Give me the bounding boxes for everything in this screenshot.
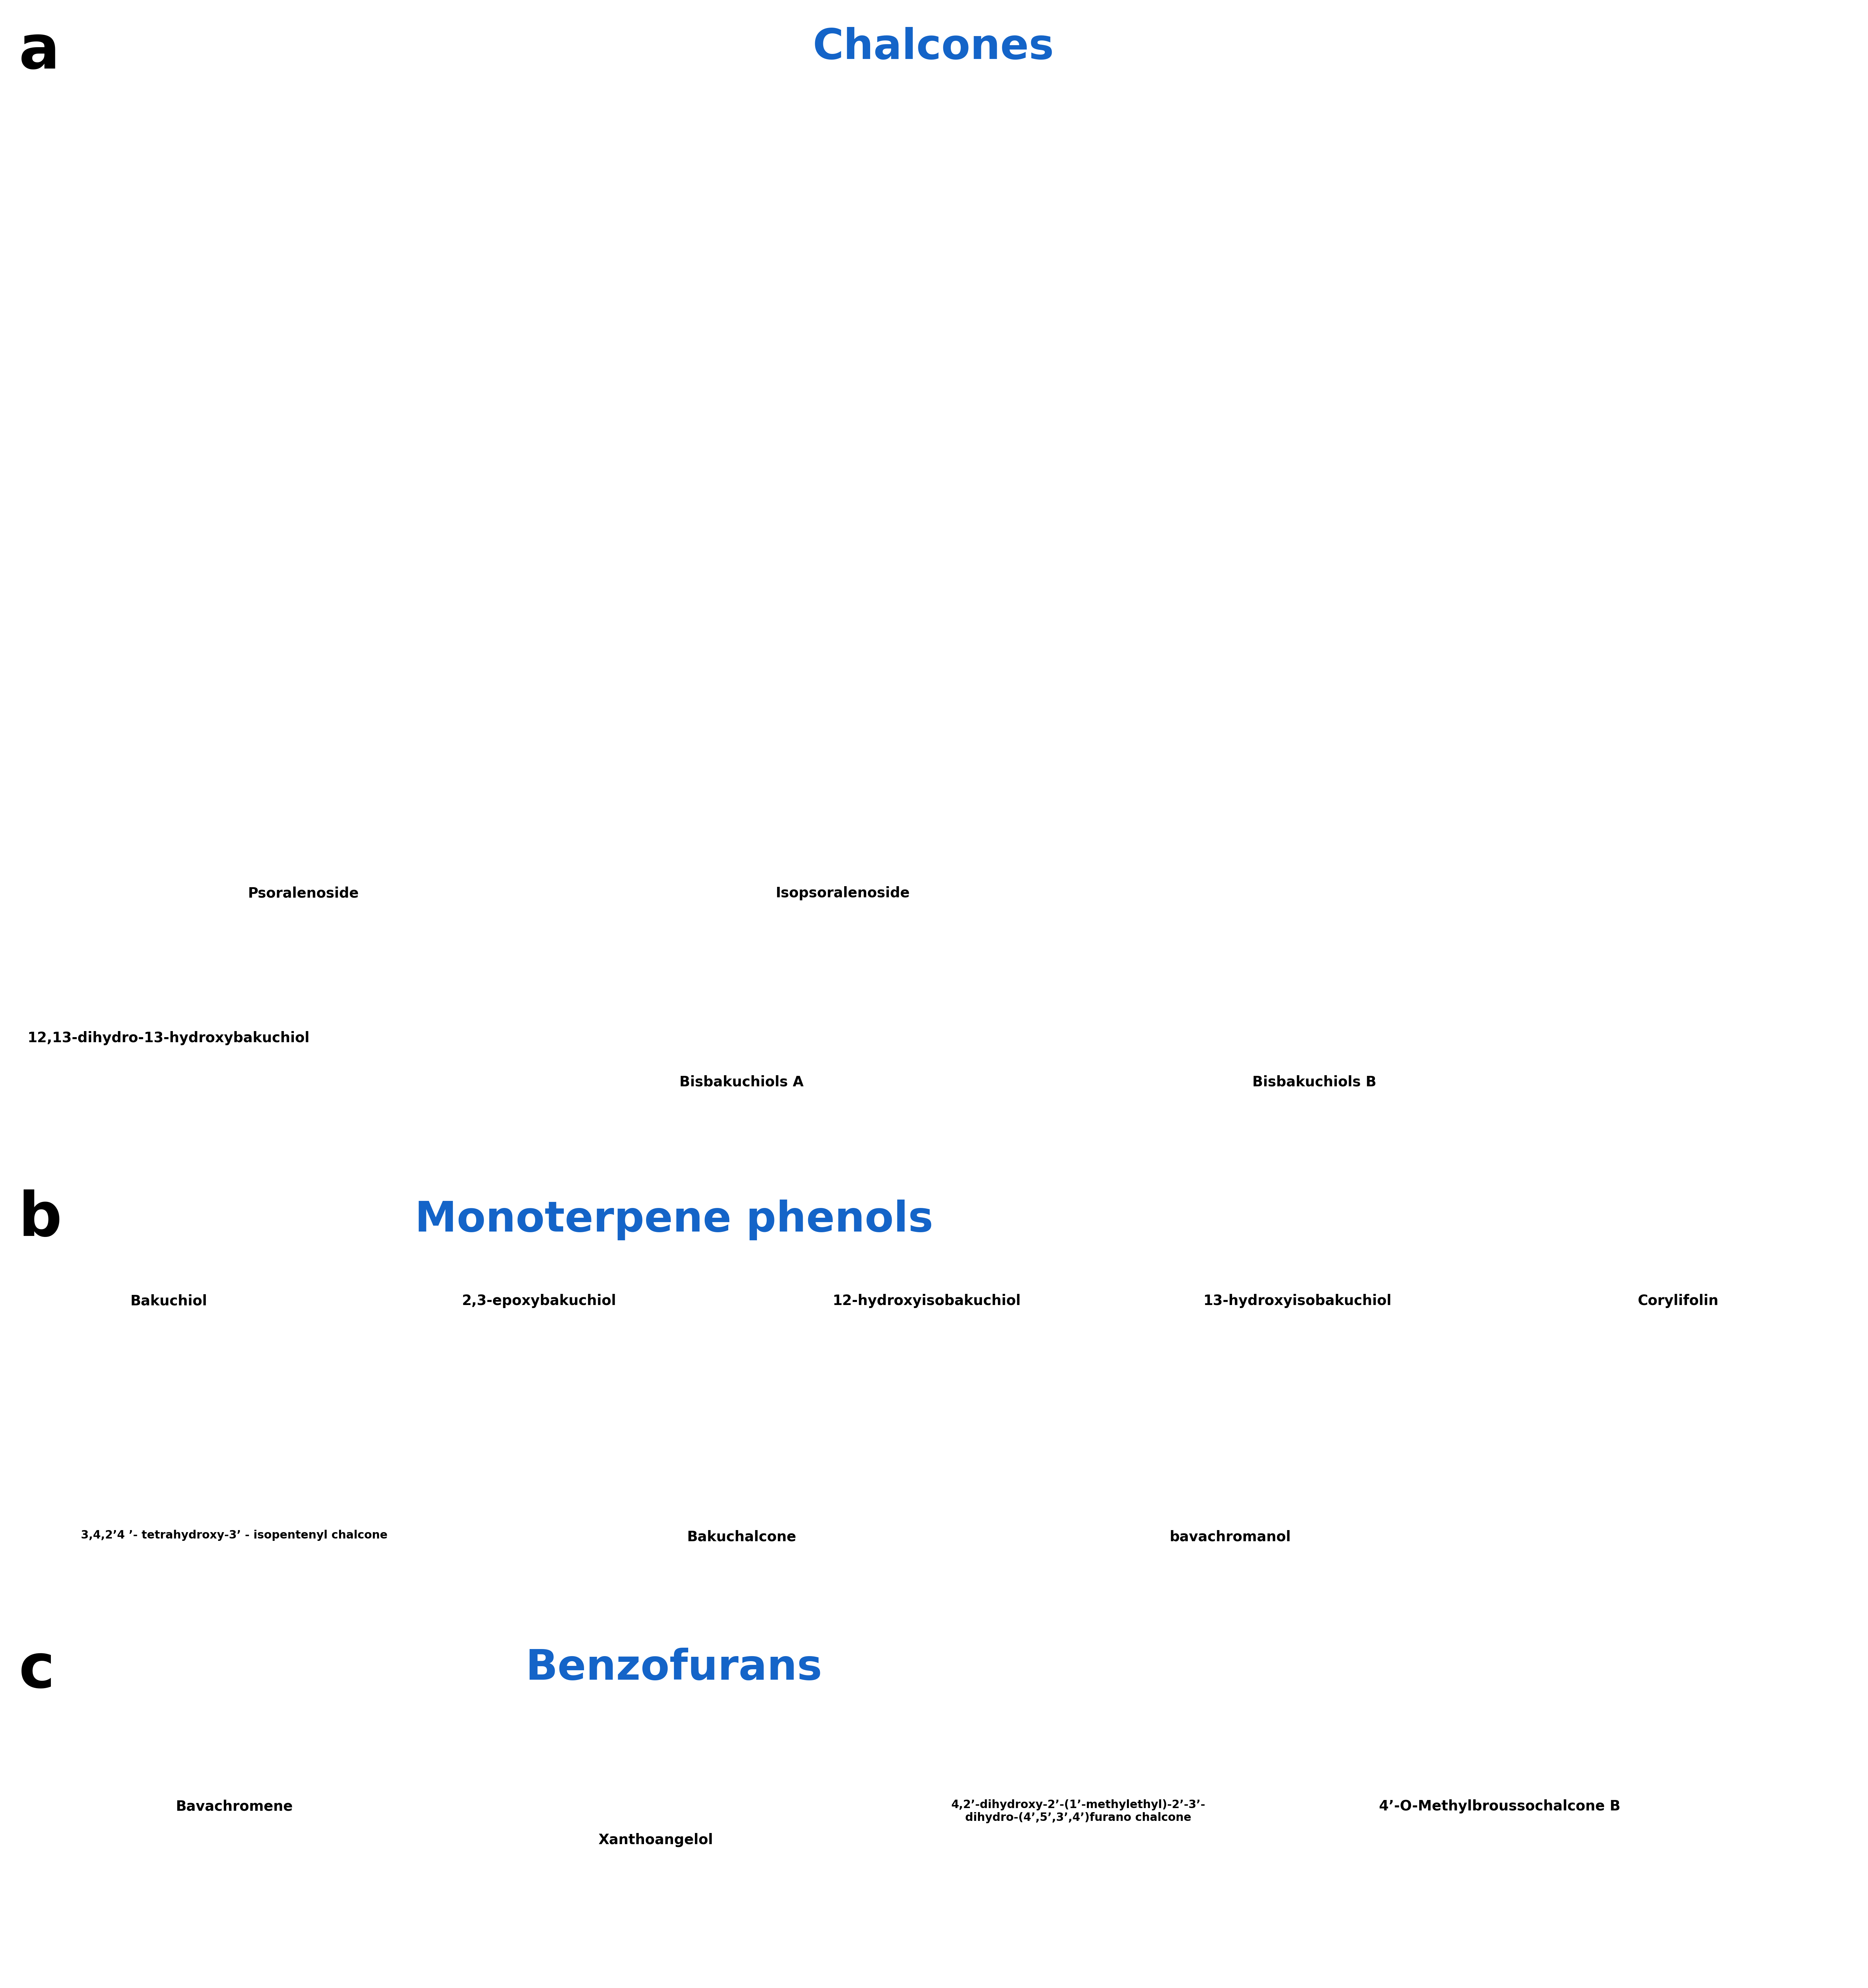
Text: 4,2’-dihydroxy-2’-(1’-methylethyl)-2’-3’-
dihydro-(4’,5’,3’,4’)furano chalcone: 4,2’-dihydroxy-2’-(1’-methylethyl)-2’-3’…: [951, 1799, 1205, 1823]
Text: Monoterpene phenols: Monoterpene phenols: [415, 1199, 934, 1241]
Text: bavachromanol: bavachromanol: [1169, 1529, 1291, 1545]
Text: Bavachromene: Bavachromene: [176, 1799, 293, 1813]
Text: Xanthoangelol: Xanthoangelol: [598, 1833, 714, 1847]
Text: Bakuchalcone: Bakuchalcone: [687, 1529, 796, 1545]
Text: Benzofurans: Benzofurans: [525, 1648, 822, 1688]
Text: Chalcones: Chalcones: [813, 28, 1054, 68]
Text: 13-hydroxyisobakuchiol: 13-hydroxyisobakuchiol: [1203, 1294, 1392, 1308]
Text: a: a: [19, 22, 60, 82]
Text: 12,13-dihydro-13-hydroxybakuchiol: 12,13-dihydro-13-hydroxybakuchiol: [28, 1032, 310, 1046]
Text: b: b: [19, 1189, 62, 1248]
Text: 3,4,2’4 ’- tetrahydroxy-3’ - isopentenyl chalcone: 3,4,2’4 ’- tetrahydroxy-3’ - isopentenyl…: [80, 1529, 387, 1541]
Text: Isopsoralenoside: Isopsoralenoside: [775, 887, 910, 901]
Text: Bakuchiol: Bakuchiol: [131, 1294, 207, 1308]
Text: 4’-O-Methylbroussochalcone B: 4’-O-Methylbroussochalcone B: [1379, 1799, 1620, 1813]
Text: Psoralenoside: Psoralenoside: [248, 887, 359, 901]
Text: 2,3-epoxybakuchiol: 2,3-epoxybakuchiol: [461, 1294, 616, 1308]
Text: Bisbakuchiols A: Bisbakuchiols A: [680, 1076, 803, 1089]
Text: Corylifolin: Corylifolin: [1638, 1294, 1719, 1308]
Text: c: c: [19, 1640, 54, 1700]
Text: Bisbakuchiols B: Bisbakuchiols B: [1252, 1076, 1377, 1089]
Text: 12-hydroxyisobakuchiol: 12-hydroxyisobakuchiol: [833, 1294, 1022, 1308]
